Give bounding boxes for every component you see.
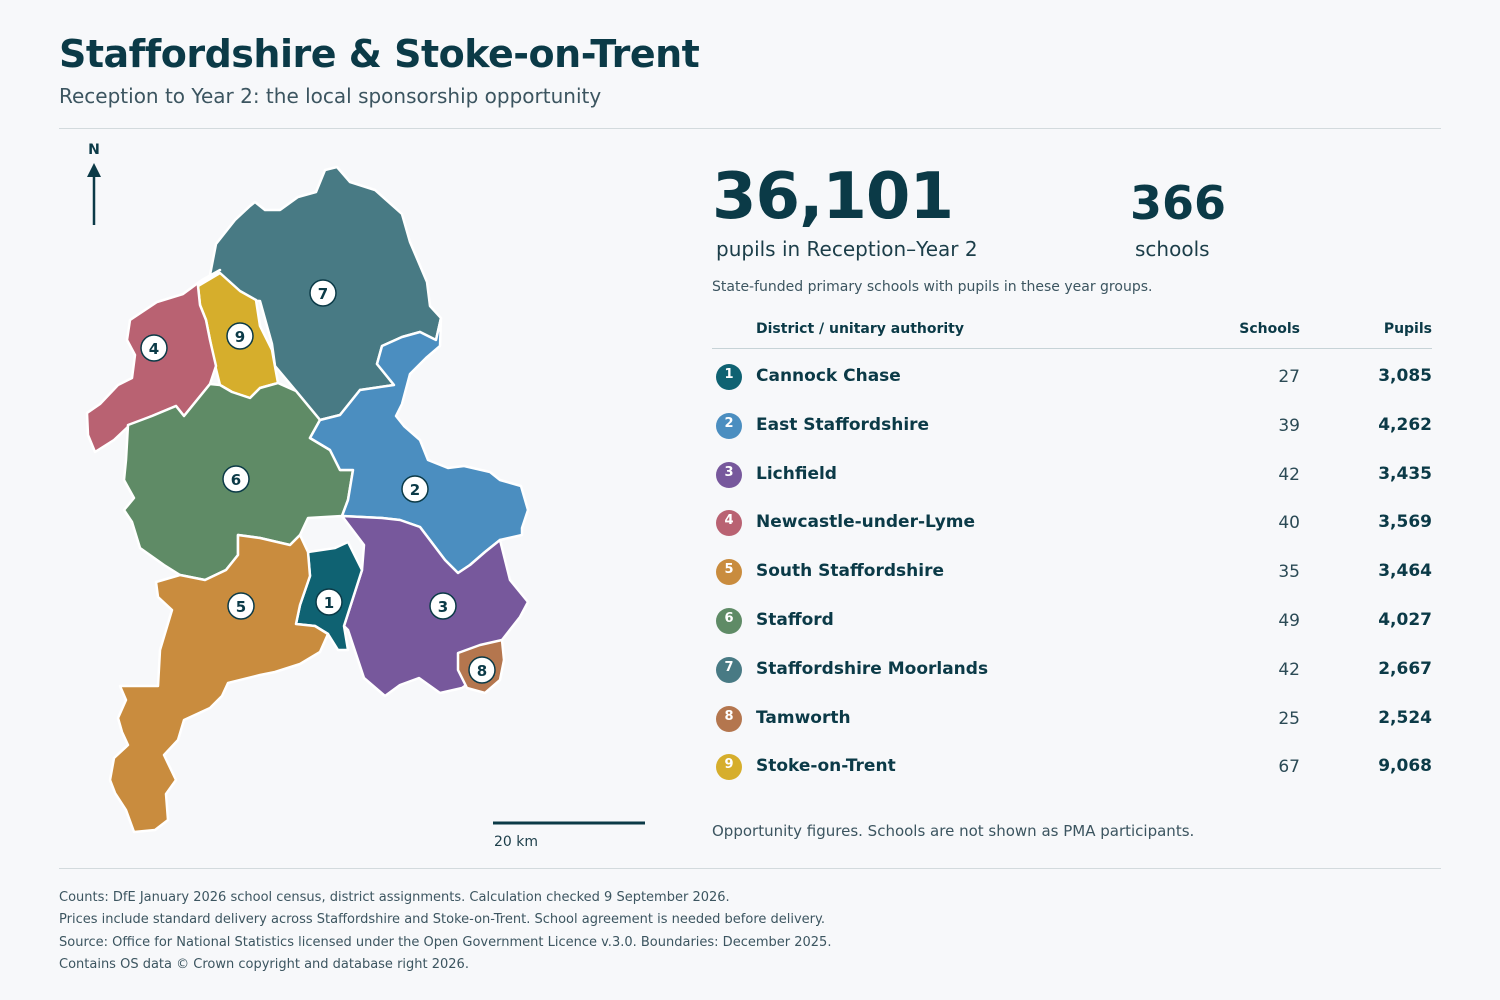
north-arrow-icon: N [87, 142, 101, 225]
svg-text:7: 7 [318, 285, 328, 303]
header-divider [59, 128, 1441, 129]
map-marker-1: 1 [315, 588, 343, 616]
district-number-badge: 5 [716, 559, 742, 586]
district-number-badge: 7 [716, 656, 742, 683]
schools-total-label: schools [1135, 237, 1210, 261]
map-marker-9: 9 [226, 322, 254, 350]
district-name: South Staffordshire [756, 561, 944, 582]
page-subtitle: Reception to Year 2: the local sponsorsh… [59, 84, 602, 108]
svg-text:4: 4 [149, 340, 159, 358]
district-number-badge: 3 [716, 461, 742, 488]
district-pupils: 3,085 [1378, 366, 1432, 386]
map-marker-7: 7 [309, 279, 337, 307]
page-title: Staffordshire & Stoke-on-Trent [59, 32, 700, 76]
map-marker-5: 5 [227, 592, 255, 620]
svg-text:8: 8 [477, 662, 487, 680]
schools-total: 366 [1130, 176, 1227, 230]
svg-text:9: 9 [235, 328, 245, 346]
district-schools: 42 [1278, 464, 1300, 485]
header-district: District / unitary authority [756, 321, 964, 337]
footer-line: Contains OS data © Crown copyright and d… [59, 956, 469, 972]
svg-text:5: 5 [236, 598, 246, 616]
map-marker-3: 3 [429, 592, 457, 620]
table-row: 6 Stafford 49 4,027 [712, 593, 1432, 642]
scale-label: 20 km [494, 834, 538, 850]
district-pupils: 4,262 [1378, 414, 1432, 435]
map-marker-6: 6 [222, 465, 250, 493]
table-row: 7 Staffordshire Moorlands 42 2,667 [712, 642, 1432, 691]
footer-line: Source: Office for National Statistics l… [59, 934, 832, 950]
map-marker-8: 8 [468, 656, 496, 684]
district-pupils: 3,435 [1378, 463, 1432, 484]
table-row: 2 East Staffordshire 39 4,262 [712, 398, 1432, 447]
table-row: 1 Cannock Chase 27 3,085 [712, 349, 1432, 398]
district-name: Staffordshire Moorlands [756, 658, 989, 679]
svg-text:3: 3 [438, 598, 448, 616]
district-map-svg: N 7 9 4 6 [85, 142, 645, 850]
district-name: Stafford [756, 609, 834, 630]
district-number-badge: 4 [716, 510, 742, 537]
svg-text:6: 6 [231, 471, 241, 489]
district-number-badge: 2 [716, 412, 742, 439]
svg-text:1: 1 [324, 594, 334, 612]
header-schools: Schools [1239, 321, 1300, 337]
district-name: Stoke-on-Trent [756, 756, 896, 777]
district-name: East Staffordshire [756, 414, 930, 435]
table-row: 5 South Staffordshire 35 3,464 [712, 544, 1432, 593]
pupils-total-label: pupils in Reception–Year 2 [716, 237, 978, 261]
table-row: 4 Newcastle-under-Lyme 40 3,569 [712, 495, 1432, 544]
district-shape-5 [108, 533, 330, 834]
district-map: N 7 9 4 6 [60, 140, 680, 850]
district-schools: 49 [1278, 610, 1300, 631]
district-schools: 67 [1278, 757, 1300, 778]
district-schools: 35 [1278, 562, 1300, 583]
district-name: Cannock Chase [756, 366, 901, 386]
district-schools: 27 [1278, 367, 1300, 387]
district-pupils: 9,068 [1378, 756, 1432, 777]
footer-line: Counts: DfE January 2026 school census, … [59, 890, 730, 905]
north-label: N [88, 142, 100, 158]
district-number-badge: 1 [716, 364, 742, 390]
table-row: 3 Lichfield 42 3,435 [712, 447, 1432, 496]
map-marker-2: 2 [401, 475, 429, 503]
header-pupils: Pupils [1383, 321, 1432, 337]
district-name: Tamworth [756, 707, 851, 728]
district-pupils: 2,667 [1378, 658, 1432, 679]
opportunity-note: Opportunity figures. Schools are not sho… [712, 822, 1195, 840]
table-row: 9 Stoke-on-Trent 67 9,068 [712, 739, 1432, 788]
scale-bar: 20 km [493, 821, 645, 850]
district-name: Lichfield [756, 463, 837, 484]
table-row: 8 Tamworth 25 2,524 [712, 691, 1432, 740]
pupils-total: 36,101 [712, 160, 954, 234]
table-header: District / unitary authority Schools Pup… [712, 318, 1432, 349]
district-shape-2 [308, 316, 530, 575]
footer-divider [59, 868, 1441, 869]
district-pupils: 3,464 [1378, 561, 1432, 582]
district-number-badge: 9 [716, 754, 742, 781]
footer-line: Prices include standard delivery across … [59, 912, 825, 928]
map-marker-4: 4 [140, 334, 168, 362]
district-schools: 40 [1278, 513, 1300, 534]
district-schools: 42 [1278, 659, 1300, 680]
district-number-badge: 6 [716, 607, 742, 634]
district-name: Newcastle-under-Lyme [756, 512, 976, 533]
district-schools: 39 [1278, 415, 1300, 436]
district-table: District / unitary authority Schools Pup… [712, 318, 1432, 788]
district-pupils: 2,524 [1378, 707, 1432, 728]
stats-note: State-funded primary schools with pupils… [712, 279, 1153, 295]
district-pupils: 4,027 [1378, 609, 1432, 630]
district-schools: 25 [1278, 708, 1300, 729]
footer-notes: Counts: DfE January 2026 school census, … [59, 887, 1059, 976]
district-pupils: 3,569 [1378, 512, 1432, 533]
district-number-badge: 8 [716, 705, 742, 732]
svg-text:2: 2 [410, 481, 420, 499]
